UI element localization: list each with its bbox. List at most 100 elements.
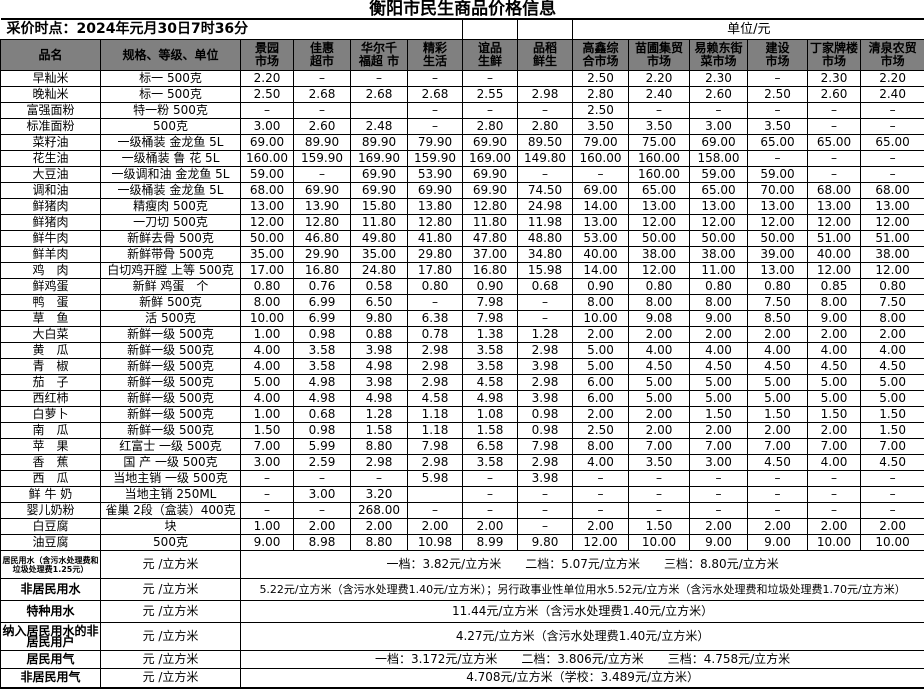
product-name-cell: 大豆油 [1, 167, 101, 183]
price-cell: 2.00 [748, 327, 808, 343]
price-cell: 2.20 [629, 71, 690, 87]
utility-label-cell: 特种用水 [1, 601, 101, 623]
price-cell: 10.98 [408, 535, 463, 551]
price-cell: – [808, 503, 861, 519]
price-cell: 3.58 [294, 359, 351, 375]
price-cell: 5.00 [690, 375, 748, 391]
price-cell: 1.28 [518, 327, 573, 343]
price-cell: 1.28 [351, 407, 408, 423]
column-header-market: 苗圃集贸 市场 [629, 40, 690, 71]
price-cell: 0.80 [690, 279, 748, 295]
price-cell: 12.00 [629, 215, 690, 231]
price-cell: – [573, 503, 629, 519]
price-cell: 59.00 [241, 167, 294, 183]
price-cell: 159.90 [408, 151, 463, 167]
price-cell: 4.00 [629, 343, 690, 359]
price-cell: 35.00 [241, 247, 294, 263]
price-cell: – [463, 103, 518, 119]
price-cell: 69.00 [573, 183, 629, 199]
price-cell: 12.00 [861, 263, 924, 279]
price-cell: 160.00 [573, 151, 629, 167]
price-cell: – [518, 167, 573, 183]
price-cell: – [408, 119, 463, 135]
product-name-cell: 白萝卜 [1, 407, 101, 423]
price-cell: 4.58 [408, 391, 463, 407]
price-cell: 4.00 [748, 343, 808, 359]
price-cell: 6.50 [351, 295, 408, 311]
column-header-market: 谊品 生鲜 [463, 40, 518, 71]
price-cell: 1.50 [748, 407, 808, 423]
product-name-cell: 鸡 肉 [1, 263, 101, 279]
price-cell: 46.80 [294, 231, 351, 247]
price-cell: 8.00 [241, 295, 294, 311]
price-cell: – [690, 103, 748, 119]
price-cell: 1.00 [241, 327, 294, 343]
price-cell: 7.00 [861, 439, 924, 455]
price-cell: – [808, 471, 861, 487]
price-cell: 4.00 [861, 343, 924, 359]
price-cell: 7.98 [463, 295, 518, 311]
price-cell: 10.00 [241, 311, 294, 327]
price-cell: 12.00 [808, 215, 861, 231]
column-header-spec: 规格、等级、单位 [101, 40, 241, 71]
price-cell: 4.00 [808, 343, 861, 359]
price-cell: – [463, 471, 518, 487]
price-cell: 160.00 [241, 151, 294, 167]
price-cell: 169.90 [351, 151, 408, 167]
price-cell: 69.90 [463, 167, 518, 183]
price-cell [518, 71, 573, 87]
price-cell: – [629, 487, 690, 503]
spec-cell: 新鲜去骨 500克 [101, 231, 241, 247]
price-cell: 3.98 [518, 359, 573, 375]
price-cell: 1.50 [861, 407, 924, 423]
product-name-cell: 青 椒 [1, 359, 101, 375]
price-cell: – [690, 503, 748, 519]
spec-cell: 标一 500克 [101, 87, 241, 103]
price-cell: 5.98 [408, 471, 463, 487]
spec-cell: 特一粉 500克 [101, 103, 241, 119]
spec-cell: 新鲜一级 500克 [101, 359, 241, 375]
price-cell: – [518, 503, 573, 519]
price-cell: 2.60 [294, 119, 351, 135]
price-cell: 2.40 [629, 87, 690, 103]
product-name-cell: 晚籼米 [1, 87, 101, 103]
spec-cell: 新鲜 500克 [101, 295, 241, 311]
price-cell: 2.00 [408, 519, 463, 535]
price-cell: 4.50 [629, 359, 690, 375]
utility-unit-cell: 元 /立方米 [101, 601, 241, 623]
price-cell: 69.90 [408, 183, 463, 199]
price-cell: 0.80 [241, 279, 294, 295]
product-name-cell: 香 蕉 [1, 455, 101, 471]
price-cell: 5.00 [690, 391, 748, 407]
price-cell: 2.50 [748, 87, 808, 103]
product-name-cell: 鲜猪肉 [1, 215, 101, 231]
price-cell: 159.90 [294, 151, 351, 167]
price-cell: 1.50 [808, 407, 861, 423]
column-header-market: 佳惠 超市 [294, 40, 351, 71]
price-cell: 8.00 [861, 311, 924, 327]
price-cell: 69.90 [351, 183, 408, 199]
price-cell: 0.80 [629, 279, 690, 295]
price-cell: 4.00 [808, 455, 861, 471]
price-cell: 13.00 [861, 199, 924, 215]
price-cell: 51.00 [861, 231, 924, 247]
column-header-market: 高鑫综 合市场 [573, 40, 629, 71]
price-cell: 50.00 [629, 231, 690, 247]
price-cell: 34.80 [518, 247, 573, 263]
price-cell: 0.90 [463, 279, 518, 295]
price-cell: 40.00 [573, 247, 629, 263]
price-cell: 1.58 [463, 423, 518, 439]
price-cell: 11.98 [518, 215, 573, 231]
price-cell: 59.00 [748, 167, 808, 183]
spec-cell: 红富士 一级 500克 [101, 439, 241, 455]
price-cell: – [861, 151, 924, 167]
price-cell: 89.90 [351, 135, 408, 151]
price-cell: 2.59 [294, 455, 351, 471]
price-cell: – [463, 503, 518, 519]
